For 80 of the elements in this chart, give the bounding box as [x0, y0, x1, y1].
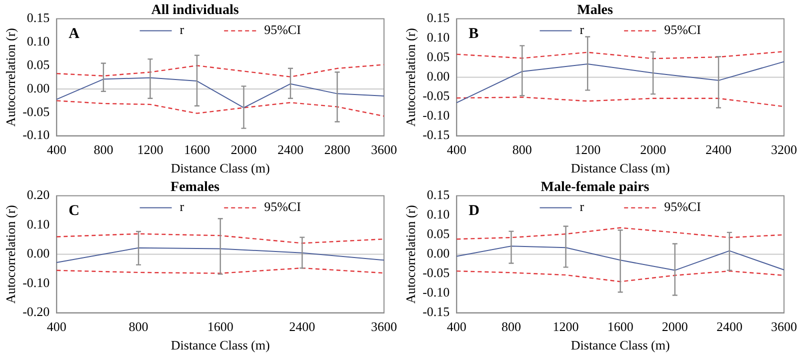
legend-label: r — [580, 199, 585, 214]
x-tick-label: 3600 — [771, 319, 797, 334]
chart-title: Males — [577, 3, 614, 18]
x-tick-label: 1200 — [137, 142, 164, 158]
x-tick-label: 2000 — [640, 142, 666, 158]
y-tick-label: 0.05 — [26, 57, 50, 72]
y-tick-label: 0.05 — [426, 49, 450, 64]
legend-label: 95%CI — [264, 199, 301, 214]
line-series — [56, 233, 385, 244]
y-tick-label: 0.15 — [426, 10, 450, 26]
x-tick-label: 2000 — [662, 319, 688, 334]
y-tick-label: 0.15 — [426, 187, 450, 202]
x-tick-label: 800 — [128, 319, 148, 334]
chart-title: Females — [170, 180, 220, 196]
y-tick-label: 0.00 — [426, 246, 450, 261]
y-tick-label: 0.20 — [26, 187, 50, 202]
x-tick-label: 800 — [512, 142, 532, 158]
legend-label: 95%CI — [664, 199, 701, 214]
x-tick-label: 2400 — [277, 142, 304, 158]
x-tick-label: 3200 — [771, 142, 797, 158]
y-tick-label: 0.10 — [426, 30, 450, 45]
line-series — [56, 64, 385, 78]
y-tick-label: -0.10 — [22, 127, 50, 142]
chart-title: All individuals — [151, 3, 240, 18]
x-tick-label: 400 — [46, 319, 66, 334]
annotation: D — [468, 203, 480, 220]
y-tick-label: 0.00 — [26, 80, 50, 96]
x-tick-label: 800 — [501, 319, 521, 334]
y-tick-label: -0.15 — [422, 127, 450, 142]
y-tick-label: 0.10 — [26, 34, 50, 49]
x-tick-label: 400 — [446, 319, 466, 334]
x-tick-label: 3600 — [371, 319, 397, 334]
x-tick-label: 3600 — [371, 142, 397, 158]
y-tick-label: 0.10 — [426, 206, 450, 222]
y-tick-label: -0.10 — [22, 274, 50, 290]
x-tick-label: 2000 — [230, 142, 257, 158]
y-axis-title: Autocorrelation (r) — [403, 205, 418, 304]
y-tick-label: -0.05 — [422, 88, 450, 104]
y-tick-label: -0.15 — [422, 304, 450, 320]
y-tick-label: 0.00 — [426, 68, 450, 84]
chart-title: Male-female pairs — [540, 180, 650, 196]
x-tick-label: 400 — [46, 142, 66, 158]
y-tick-label: 0.05 — [426, 226, 450, 242]
line-series — [456, 96, 785, 108]
annotation: A — [68, 26, 80, 42]
legend-label: r — [180, 199, 185, 214]
x-axis-title: Distance Class (m) — [570, 160, 670, 176]
annotation: B — [468, 26, 479, 42]
x-axis-title: Distance Class (m) — [570, 338, 670, 353]
y-tick-label: -0.20 — [22, 304, 50, 320]
y-tick-label: -0.05 — [422, 265, 450, 280]
annotation: C — [68, 203, 80, 220]
x-tick-label: 1600 — [207, 319, 234, 334]
x-tick-label: 1600 — [607, 319, 634, 334]
x-tick-label: 800 — [94, 142, 114, 158]
x-axis-title: Distance Class (m) — [170, 338, 270, 353]
x-tick-label: 2400 — [289, 319, 316, 334]
y-tick-label: 0.00 — [26, 246, 50, 261]
y-tick-label: -0.10 — [422, 108, 450, 123]
y-tick-label: -0.10 — [422, 284, 450, 300]
x-axis-title: Distance Class (m) — [170, 160, 270, 176]
x-tick-label: 2400 — [716, 319, 742, 334]
x-tick-label: 2400 — [706, 142, 732, 158]
y-tick-label: -0.05 — [22, 104, 50, 119]
legend-label: r — [180, 22, 185, 38]
y-axis-title: Autocorrelation (r) — [3, 28, 18, 127]
line-series — [456, 50, 785, 60]
x-tick-label: 400 — [446, 142, 466, 158]
legend-label: r — [580, 22, 585, 38]
x-tick-label: 1200 — [552, 319, 579, 334]
x-tick-label: 2800 — [324, 142, 350, 158]
y-axis-title: Autocorrelation (r) — [3, 205, 18, 304]
legend-label: 95%CI — [264, 22, 301, 38]
y-axis-title: Autocorrelation (r) — [403, 28, 418, 127]
legend-label: 95%CI — [664, 22, 701, 38]
x-tick-label: 1200 — [574, 142, 601, 158]
y-tick-label: 0.10 — [26, 216, 50, 232]
line-series — [56, 100, 385, 117]
x-tick-label: 1600 — [184, 142, 210, 158]
y-tick-label: 0.15 — [26, 10, 50, 26]
